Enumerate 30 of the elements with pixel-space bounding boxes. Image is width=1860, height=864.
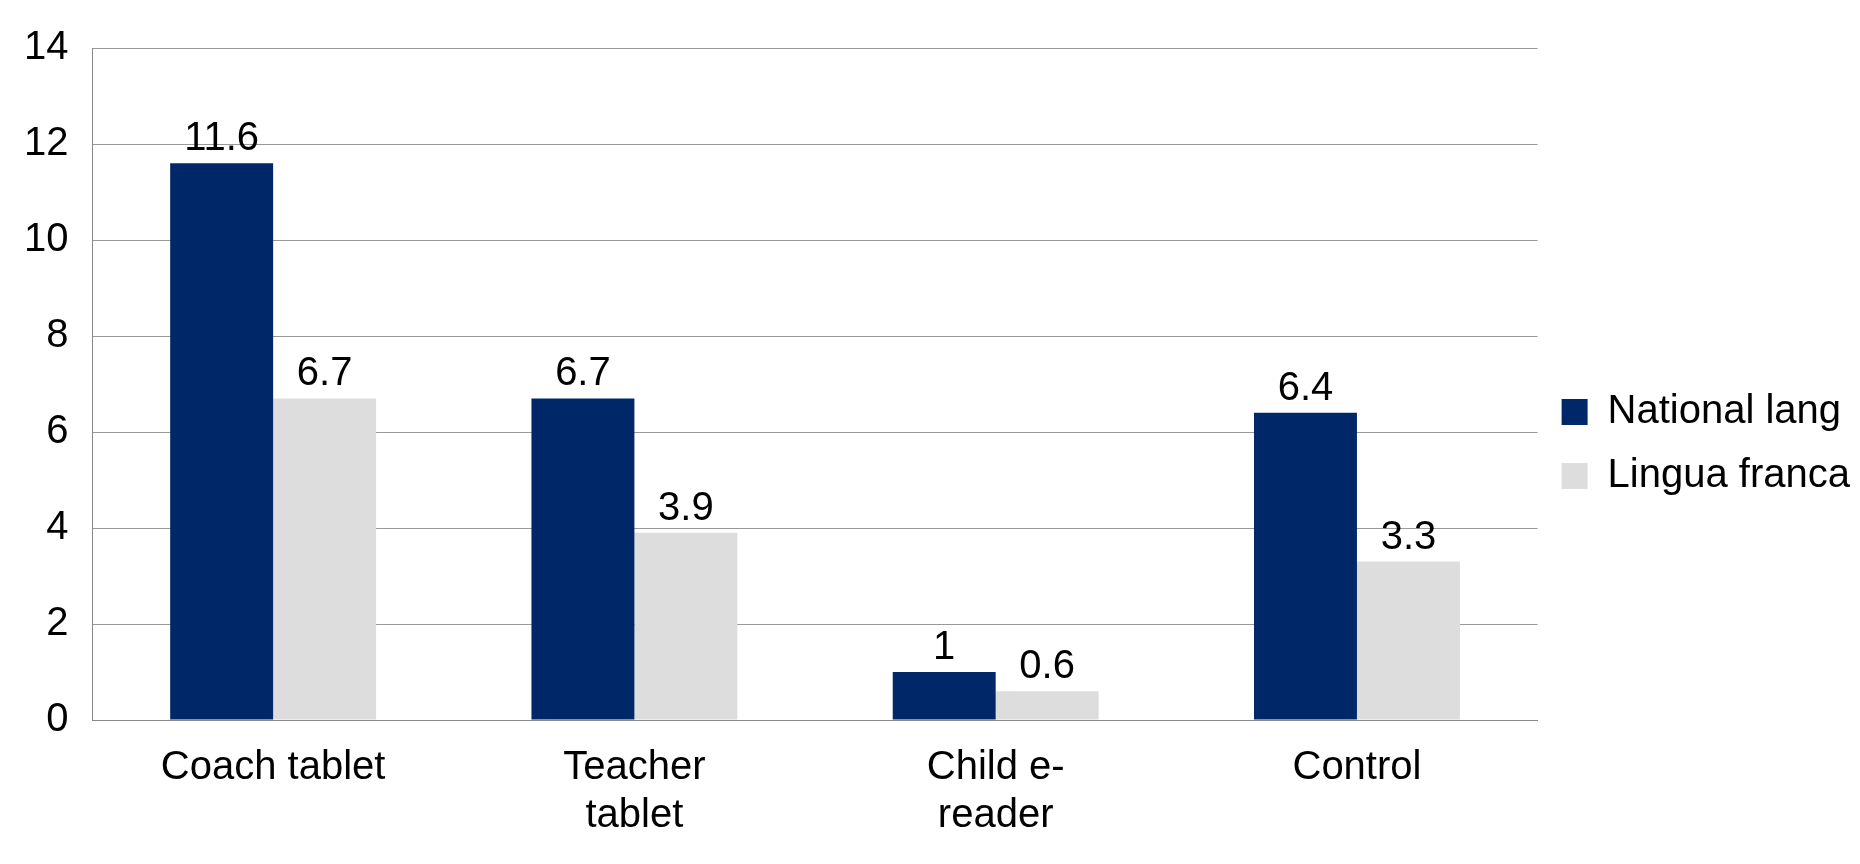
bar xyxy=(995,691,1099,720)
x-tick-label: Control xyxy=(1292,743,1422,788)
bar xyxy=(634,532,738,720)
x-tick-label: Coach tablet xyxy=(160,743,386,788)
bar xyxy=(892,672,996,720)
legend-label: National lang xyxy=(1607,387,1842,432)
data-label: 0.6 xyxy=(1019,642,1075,687)
y-tick-label: 12 xyxy=(23,119,69,164)
data-label: 3.3 xyxy=(1380,512,1437,557)
data-label: 11.6 xyxy=(184,114,260,159)
data-label: 1 xyxy=(933,623,956,668)
bar xyxy=(531,398,635,720)
bar xyxy=(1254,412,1357,720)
data-label: 6.7 xyxy=(555,349,611,394)
y-tick-label: 0 xyxy=(46,695,69,740)
bar xyxy=(1356,561,1460,720)
y-tick-label: 4 xyxy=(46,503,69,548)
data-label: 6.7 xyxy=(296,349,353,394)
y-tick-label: 14 xyxy=(23,23,69,68)
y-tick-label: 10 xyxy=(23,215,69,260)
x-tick-label: Teacher tablet xyxy=(563,743,706,836)
y-tick-label: 6 xyxy=(46,407,69,452)
data-label: 6.4 xyxy=(1277,363,1334,408)
data-label: 3.9 xyxy=(658,483,714,528)
y-tick-label: 2 xyxy=(46,599,69,644)
bar xyxy=(273,398,377,720)
y-tick-label: 8 xyxy=(46,311,69,356)
x-tick-label: Child e-reader xyxy=(926,743,1065,836)
bar xyxy=(170,163,274,720)
legend-label: Lingua franca xyxy=(1607,451,1851,496)
